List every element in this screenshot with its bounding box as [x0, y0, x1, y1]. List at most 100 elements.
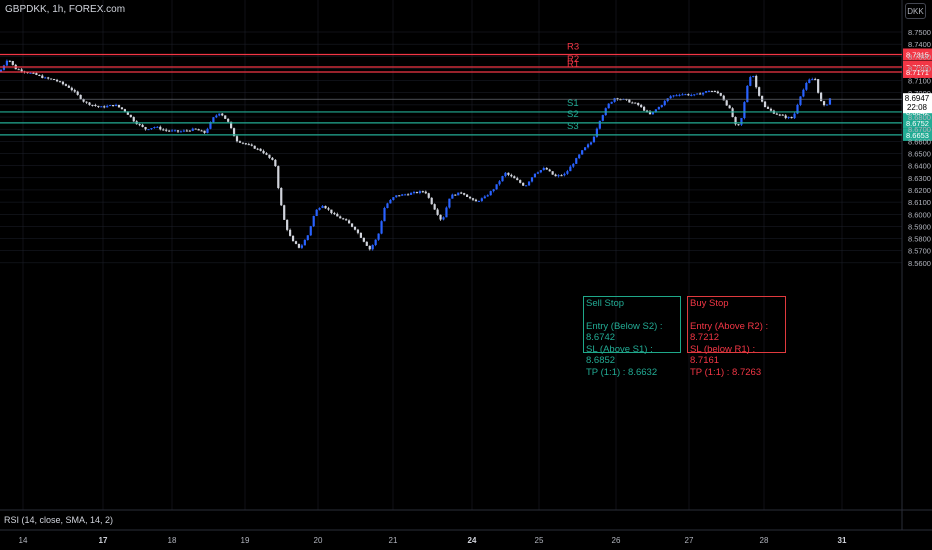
candle-body: [241, 142, 244, 144]
candle-body: [395, 195, 398, 198]
candle-body: [203, 130, 206, 133]
candle-body: [660, 105, 663, 107]
candle-body: [584, 147, 587, 151]
candle-body: [227, 118, 230, 122]
candle-body: [696, 93, 699, 95]
candle-body: [280, 188, 283, 206]
buy-stop-box[interactable]: Buy Stop Entry (Above R2) : 8.7212 SL (b…: [687, 296, 786, 378]
candle-body: [477, 200, 480, 202]
price-tick-label: 8.6800: [908, 113, 931, 122]
candle-body: [232, 128, 236, 137]
candle-body: [176, 130, 180, 132]
candle-body: [480, 198, 483, 201]
candle-body: [147, 129, 150, 131]
symbol-title[interactable]: GBPDKK, 1h, FOREX.com: [5, 4, 126, 15]
price-tick-label: 8.6400: [908, 162, 931, 171]
candle-body: [787, 116, 790, 118]
candle-body: [563, 173, 566, 176]
candle-body: [737, 124, 740, 126]
candle-body: [41, 75, 44, 79]
candle-body: [471, 198, 475, 200]
candle-body: [221, 113, 224, 116]
candle-body: [274, 159, 277, 167]
candle-body: [510, 174, 513, 177]
candle-body: [814, 79, 817, 81]
candle-body: [109, 105, 112, 107]
candle-body: [811, 79, 814, 81]
candle-body: [383, 207, 386, 222]
candle-body: [374, 239, 377, 246]
candle-body: [188, 130, 191, 132]
candle-body: [238, 141, 242, 143]
candle-body: [91, 104, 94, 106]
candle-body: [235, 136, 239, 142]
candle-body: [389, 199, 392, 204]
candle-body: [185, 130, 188, 132]
candle-body: [536, 172, 539, 174]
candle-body: [194, 128, 197, 130]
candle-body: [11, 61, 14, 65]
time-tick-label: 26: [612, 536, 621, 545]
level-name-r3: R3: [567, 41, 579, 52]
candlestick-series[interactable]: [0, 59, 832, 251]
rsi-indicator-label[interactable]: RSI (14, close, SMA, 14, 2): [4, 515, 114, 525]
candle-body: [675, 95, 678, 97]
candle-body: [20, 69, 23, 72]
candle-body: [117, 104, 121, 108]
candle-body: [513, 176, 516, 179]
candle-body: [645, 110, 649, 112]
candle-body: [291, 235, 295, 242]
time-tick-label: 25: [535, 536, 544, 545]
candle-body: [398, 195, 401, 197]
candle-body: [212, 117, 215, 123]
candle-body: [648, 111, 652, 115]
candle-body: [489, 191, 492, 196]
candle-body: [8, 60, 11, 62]
candle-body: [129, 114, 132, 118]
candle-body: [424, 191, 427, 194]
candle-body: [70, 87, 73, 91]
buy-stop-title: Buy Stop: [690, 298, 729, 309]
candle-body: [286, 219, 289, 230]
sell-sl-line: SL (Above S1) : 8.6852: [586, 343, 653, 367]
candle-body: [769, 108, 773, 111]
candle-body: [55, 79, 59, 82]
currency-button[interactable]: DKK: [905, 3, 926, 19]
candle-body: [619, 99, 622, 101]
candle-body: [76, 91, 79, 95]
candle-body: [725, 100, 728, 106]
candle-body: [702, 92, 705, 95]
candle-body: [244, 143, 247, 145]
candle-body: [209, 122, 212, 129]
level-price-label: 8.7315: [906, 50, 929, 59]
candle-body: [569, 166, 572, 172]
price-tick-label: 8.6100: [908, 198, 931, 207]
candle-body: [634, 102, 637, 104]
candle-body: [501, 176, 504, 182]
candle-body: [85, 101, 88, 103]
candle-body: [763, 101, 767, 108]
candle-body: [407, 194, 410, 196]
candle-body: [112, 105, 115, 107]
candle-body: [401, 194, 404, 196]
time-axis[interactable]: 14 17 18 19 20 21 24 25 26 27 28 31: [19, 536, 847, 545]
candle-body: [126, 111, 129, 115]
sell-stop-box[interactable]: Sell Stop Entry (Below S2) : 8.6742 SL (…: [583, 296, 681, 378]
candle-body: [262, 150, 265, 154]
candle-body: [224, 115, 227, 119]
candle-body: [359, 232, 362, 238]
candle-body: [47, 77, 50, 79]
candle-body: [483, 196, 486, 199]
candle-body: [539, 170, 542, 173]
candle-body: [663, 101, 666, 106]
candle-body: [716, 91, 719, 94]
price-tick-label: 8.6500: [908, 150, 931, 159]
sell-entry-line: Entry (Below S2) : 8.6742: [586, 320, 663, 344]
candle-body: [156, 126, 159, 128]
candle-body: [575, 158, 578, 164]
candle-body: [277, 166, 280, 189]
candle-body: [339, 216, 342, 219]
candle-body: [265, 153, 268, 155]
candle-body: [218, 113, 221, 116]
